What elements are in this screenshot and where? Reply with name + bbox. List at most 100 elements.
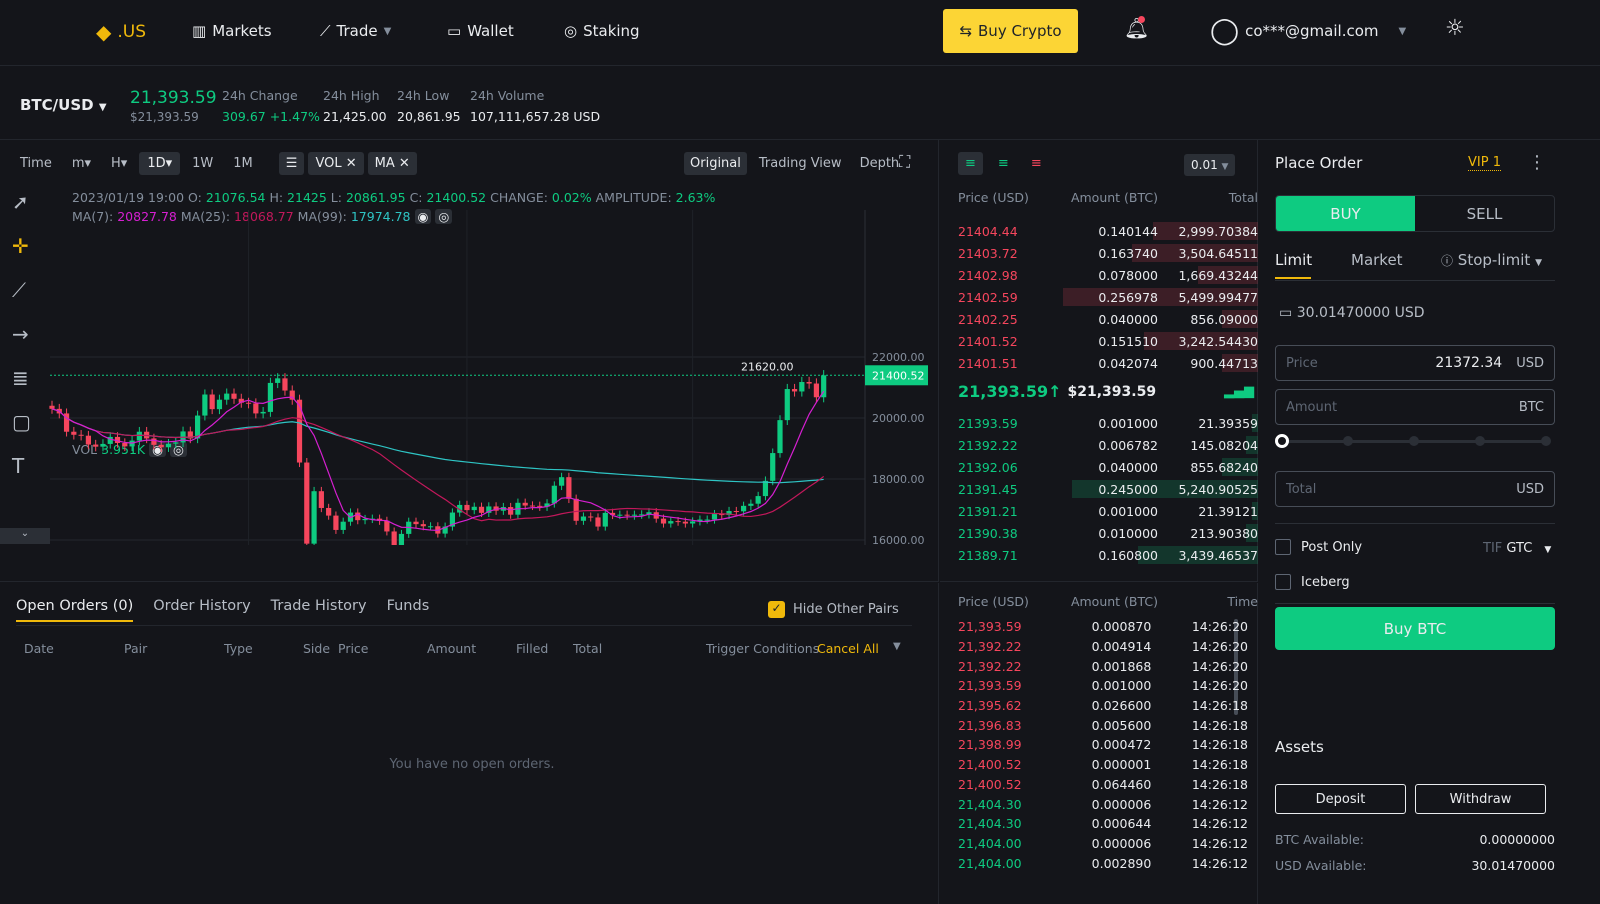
vol-indicator-chip[interactable]: VOL ✕ bbox=[308, 152, 364, 175]
trade-row: 21,404.30 0.000006 14:26:12 bbox=[958, 794, 1248, 814]
total-input[interactable]: Total USD bbox=[1275, 471, 1555, 507]
tab-market[interactable]: Market bbox=[1351, 251, 1403, 269]
ma-indicator-chip[interactable]: MA ✕ bbox=[367, 152, 417, 175]
time: 14:26:20 bbox=[1191, 658, 1248, 674]
interval-3[interactable]: 1W bbox=[192, 156, 214, 171]
view-2[interactable]: Depth bbox=[859, 156, 900, 171]
bids-only-icon[interactable]: ≡ bbox=[997, 156, 1009, 171]
interval-0[interactable]: m▾ bbox=[71, 156, 92, 171]
price-input[interactable]: Price 21372.34 USD bbox=[1275, 345, 1555, 381]
empty-state: You have no open orders. bbox=[389, 757, 555, 772]
logo[interactable]: ◆ .US bbox=[96, 20, 147, 44]
bid-row[interactable]: 21392.22 0.006782 145.08204 bbox=[958, 434, 1258, 456]
ask-row[interactable]: 21403.72 0.163740 3,504.64511 bbox=[958, 242, 1258, 264]
slider-stop[interactable] bbox=[1343, 436, 1353, 446]
ask-row[interactable]: 21402.25 0.040000 856.09000 bbox=[958, 308, 1258, 330]
ask-row[interactable]: 21402.98 0.078000 1,669.43244 bbox=[958, 264, 1258, 286]
asks-only-icon[interactable]: ≡ bbox=[1030, 156, 1042, 171]
nav-wallet[interactable]: ▭ Wallet bbox=[447, 22, 514, 40]
withdraw-button[interactable]: Withdraw bbox=[1415, 784, 1546, 814]
nav-markets[interactable]: ▥ Markets bbox=[192, 22, 272, 40]
tab-limit[interactable]: Limit bbox=[1275, 251, 1313, 269]
settings-sun-icon[interactable]: ☼ bbox=[1445, 16, 1465, 41]
bell-icon[interactable]: 🔔︎ bbox=[1124, 16, 1150, 40]
bid-row[interactable]: 21390.38 0.010000 213.90380 bbox=[958, 522, 1258, 544]
bid-row[interactable]: 21392.06 0.040000 855.68240 bbox=[958, 456, 1258, 478]
text-tool-icon[interactable]: T bbox=[12, 454, 25, 478]
interval-1[interactable]: H▾ bbox=[111, 156, 128, 171]
buy-tab[interactable]: BUY bbox=[1276, 196, 1415, 231]
ask-row[interactable]: 21401.51 0.042074 900.44713 bbox=[958, 352, 1258, 374]
cancel-all-button[interactable]: Cancel All bbox=[817, 641, 879, 656]
view-0[interactable]: Original bbox=[684, 152, 747, 175]
buy-crypto-button[interactable]: ⇆ Buy Crypto bbox=[943, 9, 1078, 53]
nav-trade[interactable]: ⟋ Trade ▼ bbox=[320, 22, 392, 40]
fib-lines-icon[interactable]: ≣ bbox=[12, 366, 29, 390]
slider-stop[interactable] bbox=[1409, 436, 1419, 446]
rectangle-icon[interactable]: ▢ bbox=[12, 410, 31, 434]
interval-4[interactable]: 1M bbox=[233, 156, 253, 171]
cursor-arrow-icon[interactable]: ➚ bbox=[12, 190, 29, 214]
bid-row[interactable]: 21391.21 0.001000 21.39121 bbox=[958, 500, 1258, 522]
slider-handle[interactable] bbox=[1275, 434, 1289, 448]
trade-row: 21,393.59 0.001000 14:26:20 bbox=[958, 676, 1248, 696]
post-only-checkbox[interactable]: Post Only bbox=[1275, 539, 1362, 555]
eye-icon[interactable]: ◉ bbox=[414, 209, 432, 224]
candle bbox=[493, 506, 499, 511]
amount-input[interactable]: Amount BTC bbox=[1275, 389, 1555, 425]
checkbox-checked-icon[interactable]: ✓ bbox=[768, 601, 785, 618]
ask-row[interactable]: 21404.44 0.140144 2,999.70384 bbox=[958, 220, 1258, 242]
both-sides-icon[interactable]: ≡ bbox=[958, 152, 983, 175]
tick-size-select[interactable]: 0.01 ▼ bbox=[1184, 154, 1236, 176]
candle bbox=[646, 512, 652, 515]
trend-line-icon[interactable]: ⟋ bbox=[12, 278, 26, 302]
tools-expand-button[interactable]: ⌄ bbox=[0, 528, 50, 544]
settings-icon[interactable]: ◎ bbox=[435, 209, 453, 224]
orders-tab-0[interactable]: Open Orders (0) bbox=[16, 598, 134, 622]
interval-2[interactable]: 1D▾ bbox=[139, 152, 181, 175]
bid-row[interactable]: 21391.45 0.245000 5,240.90525 bbox=[958, 478, 1258, 500]
arrow-right-icon[interactable]: → bbox=[12, 322, 29, 346]
candle bbox=[202, 394, 208, 416]
candlestick-chart[interactable]: 22000.0020000.0018000.0016000.0040K20K01… bbox=[0, 185, 939, 545]
user-avatar-icon: ◯ bbox=[1210, 16, 1240, 46]
price: 21,404.00 bbox=[958, 855, 1022, 871]
candle bbox=[318, 491, 324, 508]
ask-row[interactable]: 21401.52 0.151510 3,242.54430 bbox=[958, 330, 1258, 352]
candle bbox=[726, 511, 732, 515]
trade-row: 21,396.83 0.005600 14:26:18 bbox=[958, 715, 1248, 735]
candle bbox=[267, 382, 273, 412]
indicator-settings-icon[interactable]: ☰ bbox=[278, 152, 305, 175]
hide-other-pairs[interactable]: ✓ Hide Other Pairs bbox=[768, 601, 899, 618]
nav-staking[interactable]: ◎ Staking bbox=[564, 22, 640, 40]
label: 24h Volume bbox=[470, 88, 545, 103]
price-tick-label: 16000.00 bbox=[872, 534, 925, 545]
bid-row[interactable]: 21389.71 0.160800 3,439.46537 bbox=[958, 544, 1258, 566]
price: 21,392.22 bbox=[958, 639, 1022, 655]
sell-tab[interactable]: SELL bbox=[1466, 204, 1503, 223]
candle bbox=[245, 402, 252, 404]
scrollbar[interactable] bbox=[1234, 619, 1238, 715]
orders-tab-3[interactable]: Funds bbox=[386, 598, 430, 614]
user-menu[interactable]: ◯ co***@gmail.com ▼ bbox=[1210, 16, 1407, 46]
iceberg-checkbox[interactable]: Iceberg bbox=[1275, 574, 1350, 590]
fullscreen-icon[interactable]: ⛶ bbox=[899, 152, 911, 171]
tif-select[interactable]: TIF GTC ▼ bbox=[1483, 541, 1552, 556]
view-1[interactable]: Trading View bbox=[758, 156, 842, 171]
buy-btc-button[interactable]: Buy BTC bbox=[1275, 607, 1555, 650]
ask-row[interactable]: 21402.59 0.256978 5,499.99477 bbox=[958, 286, 1258, 308]
more-vertical-icon[interactable]: ⋮ bbox=[1528, 152, 1546, 173]
vip-badge[interactable]: VIP 1 bbox=[1468, 155, 1501, 171]
orders-tab-1[interactable]: Order History bbox=[153, 598, 251, 614]
slider-stop[interactable] bbox=[1475, 436, 1485, 446]
tab-stop-limit[interactable]: ⓘ Stop-limit ▼ bbox=[1441, 251, 1543, 269]
pair-selector[interactable]: BTC/USD ▼ bbox=[20, 96, 107, 114]
time: 14:26:18 bbox=[1191, 757, 1248, 773]
price: 21389.71 bbox=[958, 547, 1018, 563]
chevron-down-icon[interactable]: ▼ bbox=[893, 641, 901, 652]
crosshair-icon[interactable]: ✛ bbox=[12, 234, 29, 258]
bid-row[interactable]: 21393.59 0.001000 21.39359 bbox=[958, 412, 1258, 434]
deposit-button[interactable]: Deposit bbox=[1275, 784, 1406, 814]
slider-stop[interactable] bbox=[1541, 436, 1551, 446]
orders-tab-2[interactable]: Trade History bbox=[270, 598, 367, 614]
